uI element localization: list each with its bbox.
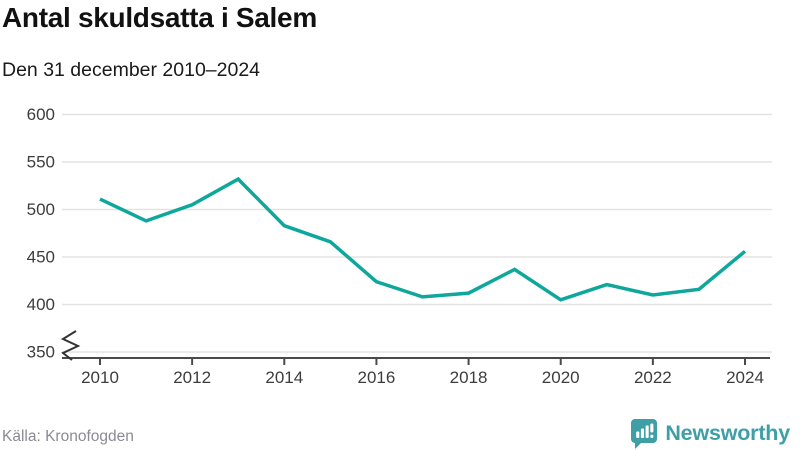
y-tick-label: 550 <box>27 153 55 172</box>
speech-bubble-bar-chart-icon <box>631 418 658 449</box>
x-tick-label: 2014 <box>265 368 303 387</box>
x-tick-label: 2018 <box>450 368 488 387</box>
x-tick-label: 2020 <box>542 368 580 387</box>
x-tick-label: 2010 <box>81 368 119 387</box>
bar-3 <box>645 425 650 438</box>
y-tick-label: 400 <box>27 295 55 314</box>
x-tick-label: 2012 <box>173 368 211 387</box>
x-tick-label: 2016 <box>358 368 396 387</box>
y-tick-label: 500 <box>27 200 55 219</box>
exclamation-dot <box>650 434 654 438</box>
brand-name: Newsworthy <box>665 420 790 445</box>
y-tick-label: 350 <box>27 343 55 362</box>
y-tick-label: 600 <box>27 105 55 124</box>
x-tick-label: 2022 <box>634 368 672 387</box>
exclamation-stem <box>650 423 654 432</box>
axis-break-icon <box>60 330 81 361</box>
bar-1 <box>636 431 640 438</box>
page-title: Antal skuldsatta i Salem <box>2 2 317 33</box>
x-tick-label: 2024 <box>726 368 764 387</box>
brand-logo: Newsworthy <box>630 417 790 449</box>
data-line-series <box>99 176 747 302</box>
bar-2 <box>641 428 645 438</box>
source-note: Källa: Kronofogden <box>2 428 134 445</box>
chart-subtitle: Den 31 december 2010–2024 <box>2 59 261 81</box>
y-tick-label: 450 <box>27 248 55 267</box>
